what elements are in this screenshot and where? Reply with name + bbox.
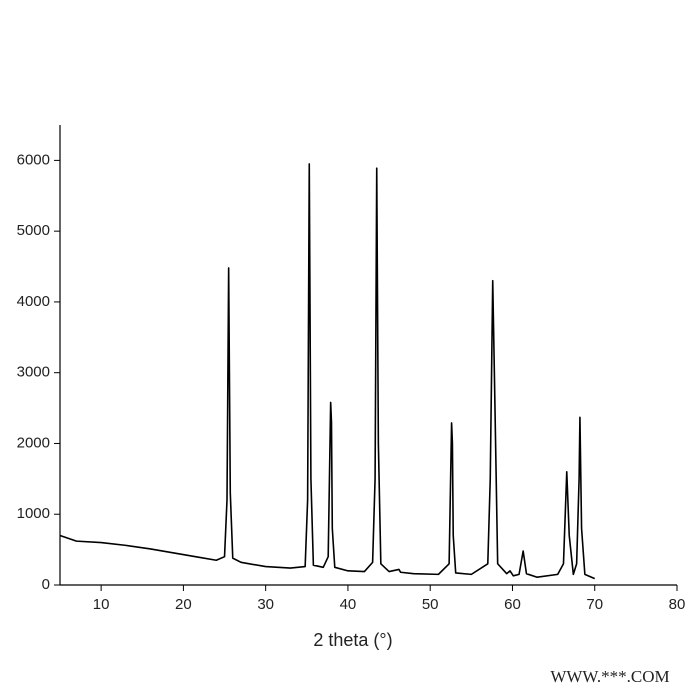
watermark: WWW.***.COM — [550, 667, 669, 686]
y-tick-label: 3000 — [17, 364, 50, 381]
y-tick-label: 5000 — [17, 222, 50, 239]
x-tick-label: 80 — [669, 596, 686, 613]
x-tick-label: 30 — [257, 596, 274, 613]
xrd-line — [59, 163, 596, 580]
y-tick-label: 4000 — [17, 293, 50, 310]
x-tick-label: 60 — [504, 596, 521, 613]
x-tick-label: 40 — [340, 596, 357, 613]
x-tick-label: 70 — [586, 596, 603, 613]
y-tick-label: 0 — [42, 576, 50, 593]
x-tick-label: 50 — [422, 596, 439, 613]
y-tick-label: 1000 — [17, 505, 50, 522]
x-tick-label: 20 — [175, 596, 192, 613]
y-tick-label: 6000 — [17, 151, 50, 168]
x-axis-label: 2 theta (°) — [313, 630, 392, 650]
x-tick-label: 10 — [93, 596, 110, 613]
y-tick-label: 2000 — [17, 434, 50, 451]
